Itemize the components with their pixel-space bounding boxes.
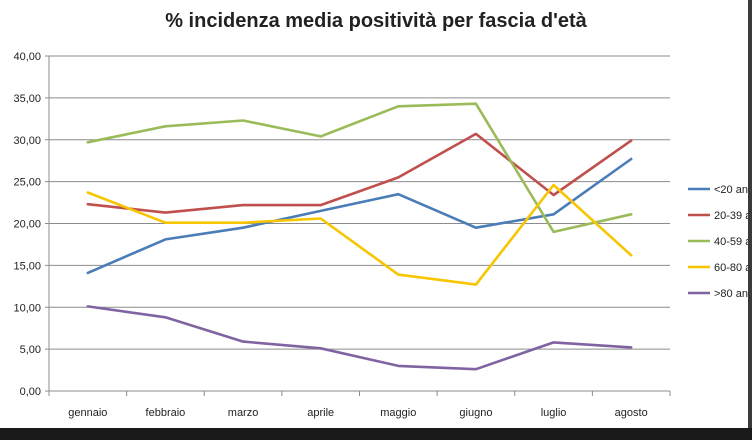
x-tick-label: agosto: [615, 407, 648, 419]
x-tick-label: giugno: [459, 407, 492, 419]
series-line-3: [86, 102, 633, 234]
y-tick-label: 15,00: [13, 260, 41, 272]
x-tick-label: marzo: [228, 407, 259, 419]
series-line-1: [86, 157, 633, 275]
y-tick-label: 40,00: [13, 51, 41, 63]
y-tick-label: 10,00: [13, 302, 41, 314]
gridlines: [49, 55, 670, 350]
y-tick-label: 35,00: [13, 93, 41, 105]
x-tick-label: luglio: [541, 407, 567, 419]
y-tick-label: 20,00: [13, 219, 41, 231]
y-tick-label: 5,00: [20, 344, 41, 356]
x-tick-label: febbraio: [146, 407, 186, 419]
series-line-5: [86, 305, 633, 371]
window-edge: [748, 0, 752, 428]
y-tick-labels: 0,00 5,00 10,00 15,00 20,00 25,00 30,00 35,00 40…: [13, 51, 41, 398]
legend-label: <20 an: [714, 184, 748, 196]
x-tick-label: maggio: [380, 407, 416, 419]
legend-label: 40-59 a: [714, 236, 752, 248]
window-bottom-bar: [0, 428, 752, 440]
series-lines: [86, 102, 633, 371]
y-tick-label: 0,00: [20, 386, 41, 398]
x-tick-label: aprile: [307, 407, 334, 419]
x-tick-label: gennaio: [68, 407, 107, 419]
legend-label: >80 an: [714, 288, 748, 300]
series-line-4: [86, 183, 633, 286]
legend-label: 60-80 a: [714, 262, 752, 274]
x-tick-labels: gennaio febbraio marzo aprile maggio giugno lu…: [68, 407, 647, 419]
chart-title: % incidenza media positività per fascia …: [165, 10, 587, 32]
line-chart: 0,00 5,00 10,00 15,00 20,00 25,00 30,00 35,00 40…: [13, 51, 752, 419]
legend: <20 an 20-39 a 40-59 a 60-80 a >80 an: [688, 184, 752, 300]
series-line-2: [86, 132, 633, 214]
y-tick-label: 25,00: [13, 177, 41, 189]
legend-label: 20-39 a: [714, 210, 752, 222]
axes: [45, 55, 671, 396]
y-tick-label: 30,00: [13, 135, 41, 147]
